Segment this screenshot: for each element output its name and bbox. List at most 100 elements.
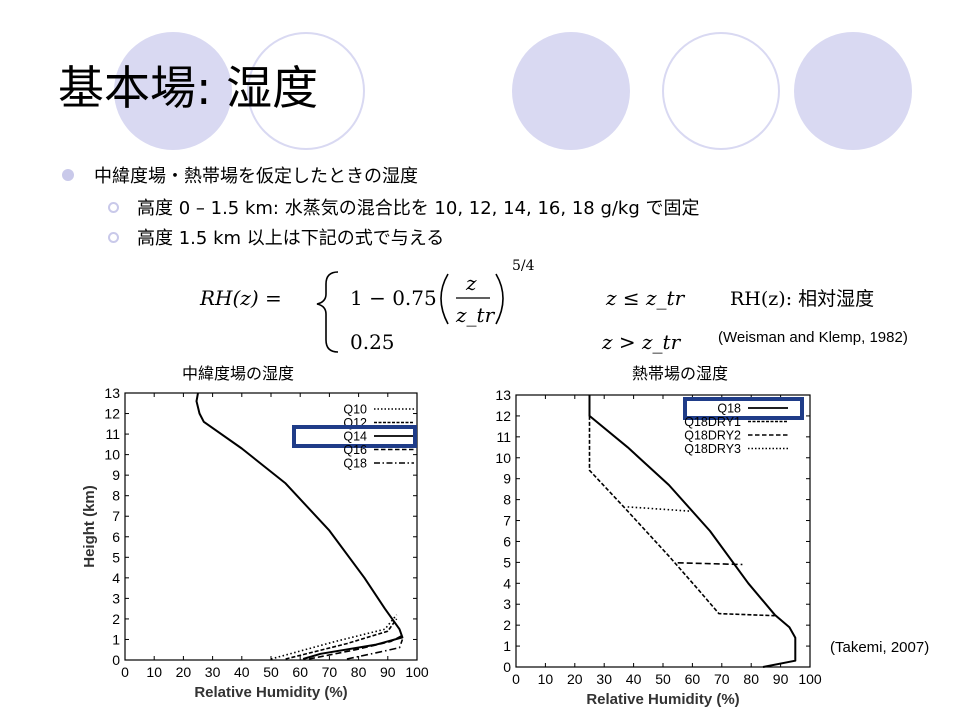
y-tick-label: 6 (112, 529, 120, 545)
formula-note: RH(z): 相対湿度 (730, 288, 874, 310)
rh-formula: RH(z) = 1 − 0.75 z z_tr 5/4 z ≤ z_tr 0.2… (199, 258, 874, 354)
y-tick-label: 10 (104, 447, 120, 463)
y-tick-label: 5 (112, 549, 120, 565)
y-axis-label: Height (km) (81, 485, 98, 568)
deco-circle-3 (512, 32, 630, 150)
x-axis-label: Relative Humidity (%) (194, 684, 347, 701)
y-tick-label: 12 (104, 406, 120, 422)
bullet-sub-1: 高度 0 – 1.5 km: 水蒸気の混合比を 10, 12, 14, 16, … (108, 198, 700, 220)
formula-case1-prefix: 1 − 0.75 (350, 286, 437, 310)
series-line-q16 (308, 634, 403, 660)
y-tick-label: 2 (112, 611, 120, 627)
y-tick-label: 10 (495, 450, 511, 466)
x-tick-label: 80 (351, 664, 367, 680)
y-tick-label: 9 (503, 471, 511, 487)
x-tick-label: 100 (405, 664, 429, 680)
x-tick-label: 60 (685, 671, 701, 687)
legend-label-q18dry3: Q18DRY3 (684, 442, 741, 456)
legend-label-q14: Q14 (343, 430, 367, 444)
x-tick-label: 70 (714, 671, 730, 687)
plot-frame (515, 394, 811, 668)
page-title: 基本場: 湿度 (58, 61, 319, 115)
x-tick-label: 50 (655, 671, 671, 687)
formula-case2: 0.25 (350, 330, 395, 354)
y-tick-label: 13 (104, 385, 120, 401)
deco-circle-1 (114, 32, 232, 150)
x-tick-label: 50 (263, 664, 279, 680)
reference-takemi: (Takemi, 2007) (830, 639, 930, 656)
x-tick-label: 10 (146, 664, 162, 680)
series-line-q14 (195, 392, 404, 660)
formula-case1-den: z_tr (455, 303, 496, 327)
chart-caption-left: 中緯度場の湿度 (182, 364, 295, 383)
y-tick-label: 7 (503, 513, 511, 529)
y-tick-label: 7 (112, 508, 120, 524)
y-tick-label: 8 (503, 492, 511, 508)
chart-caption-right: 熱帯場の湿度 (632, 364, 729, 383)
series-line-q18 (346, 639, 404, 660)
x-tick-label: 20 (176, 664, 192, 680)
formula-case2-cond: z > z_tr (601, 330, 682, 354)
chart-tropical-humidity: 0 10 20 30 40 50 60 70 80 90 100012345678910111213… (495, 387, 821, 708)
series-line-q18dry2 (677, 562, 743, 566)
y-tick-label: 1 (112, 631, 120, 647)
deco-circle-4 (662, 32, 780, 150)
series-line-q18 (588, 395, 797, 668)
formula-case1-num: z (465, 271, 477, 295)
bullet-ring-icon (108, 202, 119, 213)
legend-label-q10: Q10 (343, 403, 367, 417)
y-tick-label: 11 (105, 426, 120, 442)
y-tick-label: 3 (503, 596, 511, 612)
x-tick-label: 90 (380, 664, 396, 680)
series-line-q10 (270, 614, 398, 660)
deco-circle-5 (794, 32, 912, 150)
y-tick-label: 12 (495, 408, 511, 424)
x-tick-label: 40 (234, 664, 250, 680)
y-tick-label: 13 (495, 387, 511, 403)
x-tick-label: 10 (538, 671, 554, 687)
y-tick-label: 2 (503, 617, 511, 633)
y-tick-label: 11 (496, 429, 511, 445)
x-tick-label: 30 (205, 664, 221, 680)
bullet-ring-icon (108, 232, 119, 243)
y-tick-label: 0 (503, 659, 511, 675)
chart-midlatitude-humidity: 0 10 20 30 40 50 60 70 80 90 100012345678910111213… (81, 385, 429, 701)
y-tick-label: 3 (112, 590, 120, 606)
plot-frame (124, 392, 418, 661)
series-line-q18dry1 (588, 415, 775, 617)
y-tick-label: 0 (112, 652, 120, 668)
formula-case1-exp: 5/4 (512, 258, 535, 274)
bullet-dot-icon (62, 169, 74, 181)
deco-circle-2 (247, 32, 365, 150)
legend-label-q18: Q18 (717, 402, 741, 416)
x-axis-label: Relative Humidity (%) (586, 691, 739, 708)
bullet-sub-1-text: 高度 0 – 1.5 km: 水蒸気の混合比を 10, 12, 14, 16, … (137, 198, 700, 219)
legend-label-q18dry1: Q18DRY1 (684, 415, 741, 429)
series-line-q12 (285, 618, 398, 660)
highlight-box-q18 (683, 397, 804, 420)
y-tick-label: 4 (112, 570, 120, 586)
y-tick-label: 6 (503, 533, 511, 549)
x-tick-label: 80 (743, 671, 759, 687)
formula-lhs: RH(z) = (199, 286, 282, 310)
y-tick-label: 4 (503, 575, 511, 591)
legend-label-q18dry2: Q18DRY2 (684, 429, 741, 443)
x-tick-label: 20 (567, 671, 583, 687)
reference-weisman: (Weisman and Klemp, 1982) (718, 329, 908, 346)
x-tick-label: 70 (322, 664, 338, 680)
bullet-sub-2-text: 高度 1.5 km 以上は下記の式で与える (137, 228, 445, 249)
y-tick-label: 9 (112, 467, 120, 483)
legend-label-q16: Q16 (343, 443, 367, 457)
y-tick-label: 8 (112, 488, 120, 504)
formula-case1-cond: z ≤ z_tr (605, 286, 686, 310)
x-tick-label: 40 (626, 671, 642, 687)
highlight-box-q14 (292, 425, 417, 448)
y-tick-label: 5 (503, 554, 511, 570)
series-line-q18dry3 (627, 506, 690, 512)
x-tick-label: 30 (596, 671, 612, 687)
legend-label-q18: Q18 (343, 457, 367, 471)
x-tick-label: 0 (121, 664, 129, 680)
bullet-main-text: 中緯度場・熱帯場を仮定したときの湿度 (94, 166, 418, 187)
bullet-sub-2: 高度 1.5 km 以上は下記の式で与える (108, 228, 444, 250)
x-tick-label: 0 (512, 671, 520, 687)
